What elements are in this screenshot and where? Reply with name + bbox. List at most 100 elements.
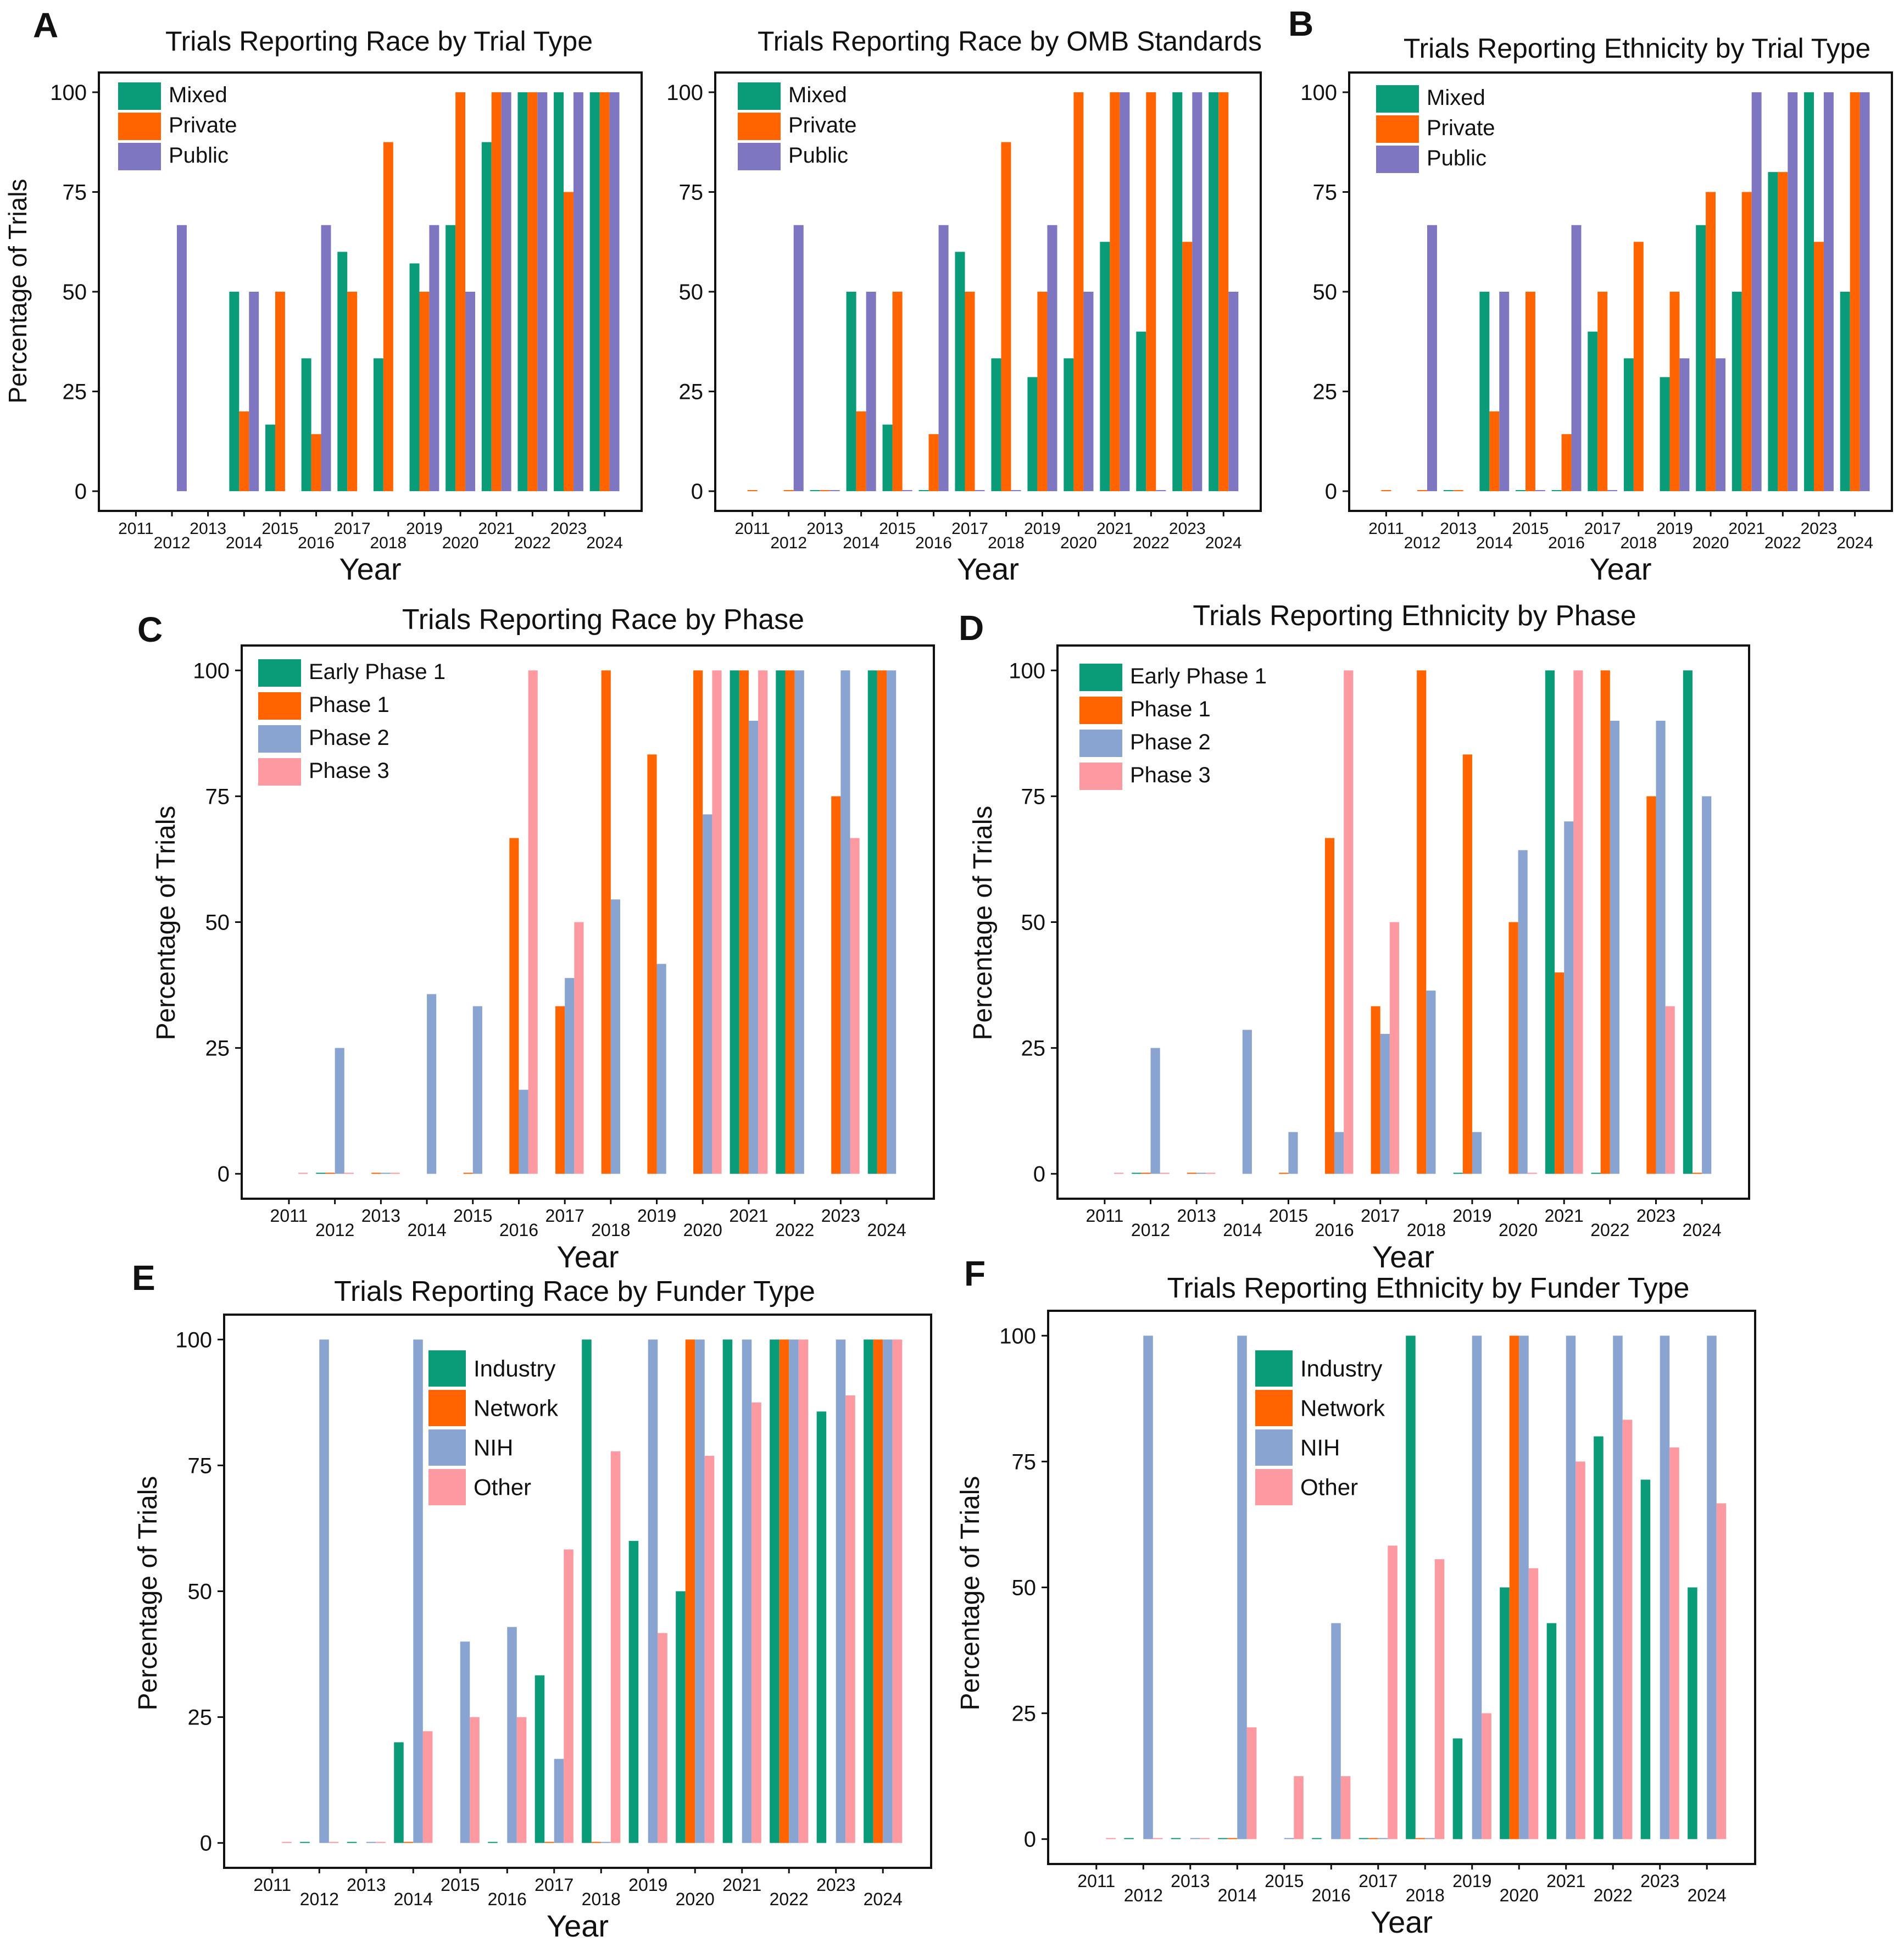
x-tick-label: 2022 <box>1590 1220 1629 1240</box>
bar-phase-2-2012 <box>1150 1048 1160 1174</box>
x-tick-label: 2022 <box>1133 534 1170 552</box>
bar-other-2021 <box>751 1402 761 1843</box>
y-tick-label: 75 <box>205 784 230 809</box>
y-axis-label: Percentage of Trials <box>133 1476 163 1711</box>
bar-public-2024 <box>1860 92 1870 492</box>
y-tick-label: 0 <box>1033 1162 1045 1187</box>
bar-mixed-2022 <box>517 92 528 492</box>
bar-phase-2-2015 <box>472 1006 482 1174</box>
legend-swatch-phase-1 <box>1079 697 1122 724</box>
x-tick-label: 2020 <box>1693 534 1729 552</box>
bar-early-phase-1-2012 <box>316 1172 326 1174</box>
bar-public-2014 <box>866 292 876 492</box>
bar-phase-1-2013 <box>1187 1172 1197 1174</box>
panel-letter: C <box>137 610 163 649</box>
y-tick-label: 50 <box>205 911 230 935</box>
bar-phase-1-2016 <box>509 838 519 1174</box>
bar-phase-3-2020 <box>712 670 722 1174</box>
bar-industry-2024 <box>1688 1587 1697 1839</box>
bar-phase-1-2012 <box>325 1172 335 1174</box>
x-tick-label: 2013 <box>1177 1206 1216 1226</box>
y-tick-label: 0 <box>1024 1828 1036 1852</box>
x-tick-label: 2021 <box>478 520 515 538</box>
bar-industry-2017 <box>1359 1838 1369 1839</box>
legend-label-private: Private <box>169 113 237 137</box>
bar-mixed-2016 <box>1551 490 1562 492</box>
bar-early-phase-1-2019 <box>1453 1172 1463 1174</box>
legend-swatch-other <box>1255 1469 1293 1505</box>
legend-swatch-public <box>1376 146 1419 173</box>
x-tick-label: 2011 <box>1077 1871 1115 1891</box>
legend-label-private: Private <box>1427 116 1495 140</box>
bar-industry-2016 <box>488 1841 498 1843</box>
bar-phase-2-2021 <box>1564 821 1574 1174</box>
chart-title: Trials Reporting Race by Funder Type <box>334 1276 815 1307</box>
bar-early-phase-1-2024 <box>1683 670 1693 1174</box>
bar-private-2011 <box>747 490 758 492</box>
bar-nih-2019 <box>648 1339 658 1843</box>
x-tick-label: 2016 <box>488 1889 527 1909</box>
x-tick-label: 2019 <box>1024 520 1061 538</box>
bar-public-2018 <box>1011 490 1021 492</box>
y-tick-label: 100 <box>666 81 703 105</box>
bar-nih-2024 <box>1707 1336 1717 1839</box>
bar-public-2016 <box>938 225 949 492</box>
legend-swatch-nih <box>428 1429 466 1466</box>
x-tick-label: 2016 <box>1312 1885 1351 1905</box>
bar-nih-2014 <box>413 1339 423 1843</box>
bar-phase-3-2016 <box>1344 670 1354 1174</box>
bar-public-2023 <box>573 92 583 492</box>
bar-private-2016 <box>311 434 321 492</box>
x-tick-label: 2022 <box>514 534 551 552</box>
bar-phase-2-2015 <box>1288 1132 1298 1174</box>
bar-nih-2021 <box>742 1339 752 1843</box>
x-tick-label: 2013 <box>806 520 843 538</box>
y-tick-label: 100 <box>1300 81 1337 105</box>
bar-industry-2012 <box>1124 1838 1134 1839</box>
bar-phase-3-2013 <box>390 1172 400 1174</box>
bar-nih-2019 <box>1472 1336 1482 1839</box>
y-tick-label: 100 <box>175 1328 212 1352</box>
y-tick-label: 75 <box>1021 784 1046 809</box>
bar-mixed-2019 <box>1027 377 1038 492</box>
bar-mixed-2020 <box>1696 225 1706 492</box>
x-axis-label: Year <box>547 1909 609 1943</box>
bar-industry-2014 <box>394 1742 404 1843</box>
bar-public-2012 <box>1427 225 1437 492</box>
bar-industry-2013 <box>347 1841 357 1843</box>
bar-nih-2012 <box>319 1339 329 1843</box>
bar-public-2020 <box>1083 292 1094 492</box>
bar-public-2015 <box>1535 490 1545 492</box>
bar-phase-2-2024 <box>887 670 897 1174</box>
legend-label-phase-1: Phase 1 <box>309 693 389 717</box>
bar-public-2019 <box>1047 225 1057 492</box>
x-tick-label: 2019 <box>1452 1871 1491 1891</box>
bar-phase-3-2023 <box>850 838 860 1174</box>
bar-phase-2-2018 <box>1426 991 1436 1174</box>
x-tick-label: 2018 <box>582 1889 621 1909</box>
bar-early-phase-1-2021 <box>730 670 739 1174</box>
bar-mixed-2014 <box>229 292 240 492</box>
bar-industry-2020 <box>1500 1587 1510 1839</box>
chart-b: B Trials Reporting Ethnicity by Trial Typ… <box>1288 4 1893 586</box>
bar-other-2018 <box>610 1451 621 1843</box>
bar-public-2019 <box>1679 358 1690 492</box>
bar-phase-2-2020 <box>1518 850 1528 1174</box>
bar-phase-1-2015 <box>1279 1172 1289 1174</box>
bar-nih-2016 <box>507 1627 517 1843</box>
bar-private-2013 <box>1453 490 1463 492</box>
bar-industry-2023 <box>816 1411 827 1843</box>
x-tick-label: 2017 <box>545 1206 584 1226</box>
bar-private-2018 <box>1633 242 1644 492</box>
bar-other-2023 <box>1669 1447 1679 1839</box>
x-tick-label: 2015 <box>453 1206 492 1226</box>
bar-mixed-2019 <box>409 263 420 492</box>
bar-phase-1-2016 <box>1324 838 1335 1174</box>
bar-phase-2-2022 <box>1610 720 1619 1174</box>
bar-private-2021 <box>1741 192 1752 492</box>
bar-phase-1-2018 <box>601 670 611 1174</box>
bar-private-2020 <box>455 92 466 492</box>
y-tick-label: 75 <box>188 1454 213 1478</box>
legend-swatch-phase-1 <box>258 692 301 720</box>
